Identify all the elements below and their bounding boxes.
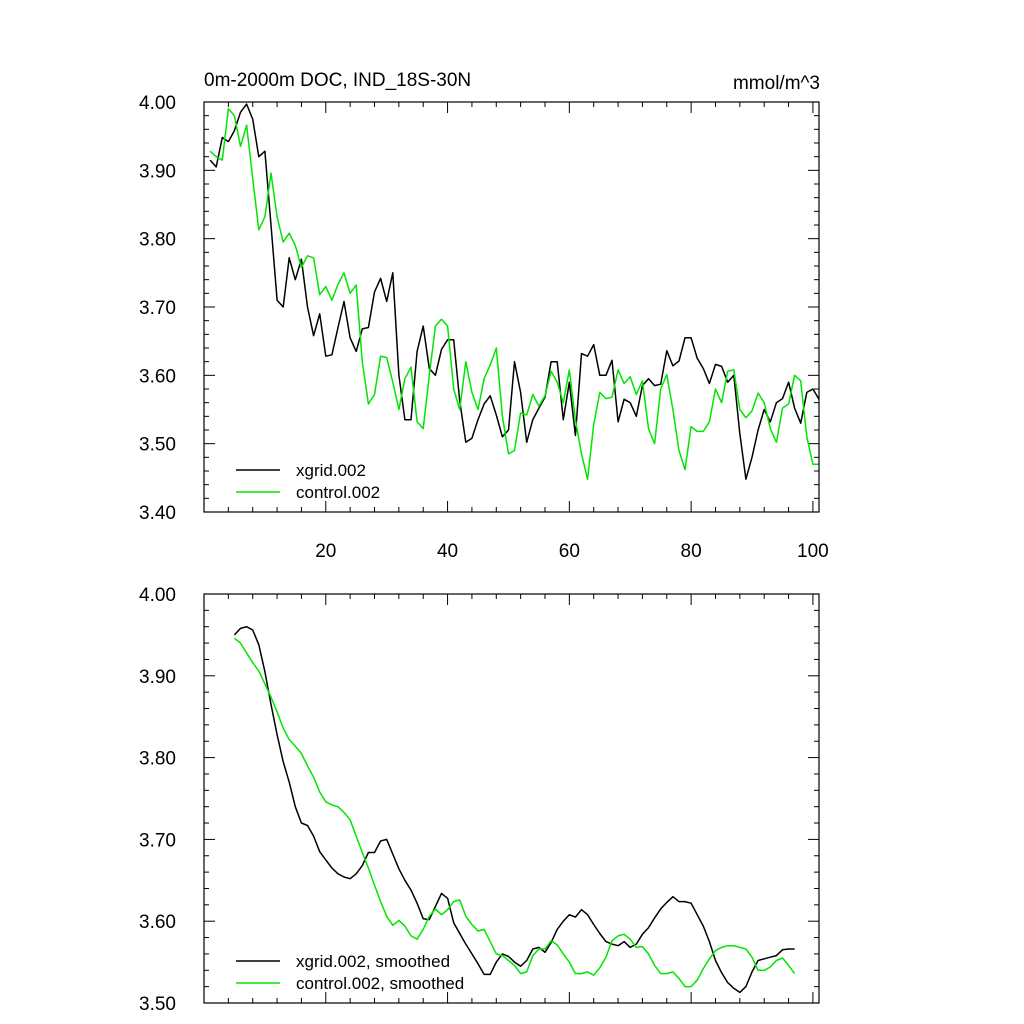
y-tick-label: 3.80 xyxy=(139,230,176,251)
top-panel-series xyxy=(209,103,820,480)
y-tick-label: 3.70 xyxy=(139,830,176,851)
y-tick-label: 3.90 xyxy=(139,161,176,182)
top-panel-units: mmol/m^3 xyxy=(733,73,820,94)
y-tick-label: 3.80 xyxy=(139,749,176,770)
bottom-panel-frame xyxy=(203,593,820,1004)
top-panel-tick-labels: 3.40 3.50 3.60 3.70 3.80 3.90 4.00 20 40 60 80 100 xyxy=(139,93,829,562)
x-tick-label: 80 xyxy=(681,541,702,562)
bottom-panel-tick-labels: 3.50 3.60 3.70 3.80 3.90 4.00 xyxy=(139,585,176,1015)
top-panel: 0m-2000m DOC, IND_18S-30N mmol/m^3 3.403… xyxy=(139,70,829,562)
x-tick-label: 20 xyxy=(315,541,336,562)
top-panel-frame xyxy=(203,101,820,513)
top-panel-legend: xgrid.002 control.002 xyxy=(236,461,380,502)
series-line-xgrid-002-smoothed xyxy=(233,625,795,994)
legend-label-control: control.002 xyxy=(296,483,380,502)
bottom-panel-series xyxy=(233,625,796,994)
y-tick-label: 4.00 xyxy=(139,585,176,606)
bottom-panel-legend: xgrid.002, smoothed control.002, smoothe… xyxy=(236,952,464,993)
y-tick-label: 3.50 xyxy=(139,435,176,456)
y-tick-label: 3.40 xyxy=(139,503,176,524)
x-tick-label: 40 xyxy=(437,541,458,562)
y-tick-label: 3.60 xyxy=(139,366,176,387)
y-tick-label: 3.50 xyxy=(139,994,176,1015)
y-tick-label: 3.70 xyxy=(139,298,176,319)
series-line-xgrid-002 xyxy=(209,103,820,480)
top-panel-ticks xyxy=(204,101,819,513)
legend-label-xgrid: xgrid.002 xyxy=(296,461,366,480)
y-tick-label: 3.90 xyxy=(139,667,176,688)
x-tick-label: 60 xyxy=(559,541,580,562)
top-panel-title: 0m-2000m DOC, IND_18S-30N xyxy=(204,70,471,91)
series-line-control-002 xyxy=(209,108,819,480)
y-tick-label: 4.00 xyxy=(139,93,176,114)
legend-label-xgrid-smoothed: xgrid.002, smoothed xyxy=(296,952,450,971)
legend-label-control-smoothed: control.002, smoothed xyxy=(296,974,464,993)
series-line-control-002-smoothed xyxy=(233,637,796,988)
bottom-panel: 3.50 3.60 3.70 3.80 3.90 4.00 xgrid.002, smoo… xyxy=(139,585,820,1015)
y-tick-label: 3.60 xyxy=(139,912,176,933)
x-tick-label: 100 xyxy=(797,541,829,562)
